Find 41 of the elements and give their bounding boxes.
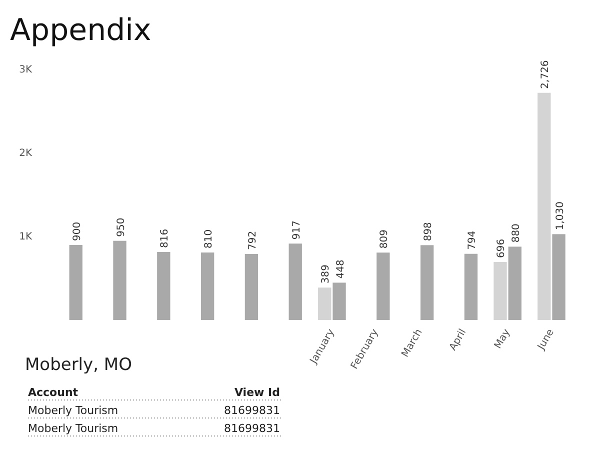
data-label: 448 bbox=[335, 260, 346, 279]
y-tick-label: 3K bbox=[19, 64, 32, 76]
chart-title: Appendix bbox=[10, 13, 152, 48]
bar bbox=[244, 254, 258, 320]
bar bbox=[376, 252, 390, 320]
bar bbox=[508, 246, 522, 320]
text: 81699831 bbox=[224, 422, 280, 435]
data-label: 917 bbox=[291, 220, 302, 240]
bar bbox=[494, 262, 507, 320]
text: View Id bbox=[234, 386, 280, 399]
text: Moberly Tourism bbox=[28, 422, 118, 435]
y-tick-label: 2K bbox=[19, 148, 32, 160]
data-label: 792 bbox=[247, 230, 258, 250]
bar bbox=[113, 240, 126, 320]
bar bbox=[538, 92, 551, 320]
text: Account bbox=[28, 386, 78, 399]
bar bbox=[332, 282, 346, 320]
data-label: 389 bbox=[320, 264, 332, 284]
bar bbox=[464, 254, 478, 320]
data-label: 696 bbox=[496, 238, 508, 258]
bar bbox=[200, 252, 214, 320]
data-label: 810 bbox=[204, 229, 215, 248]
text: Moberly Tourism bbox=[28, 404, 118, 417]
data-label: 1,030 bbox=[554, 202, 566, 230]
data-label: 898 bbox=[423, 222, 434, 242]
bar bbox=[69, 245, 82, 320]
data-label: 950 bbox=[116, 218, 127, 237]
y-tick-label: 1K bbox=[19, 231, 32, 242]
data-label: 809 bbox=[379, 229, 390, 249]
bar bbox=[420, 245, 434, 320]
bar bbox=[552, 234, 566, 320]
bar bbox=[157, 252, 170, 320]
data-label: 2,726 bbox=[540, 60, 552, 89]
data-label: 880 bbox=[510, 224, 522, 243]
bar bbox=[318, 288, 332, 320]
text: Moberly, MO bbox=[25, 355, 132, 375]
data-label: 816 bbox=[160, 228, 171, 248]
data-label: 900 bbox=[72, 222, 83, 241]
text: 81699831 bbox=[224, 404, 280, 417]
data-label: 794 bbox=[466, 230, 478, 250]
bar bbox=[288, 244, 302, 320]
